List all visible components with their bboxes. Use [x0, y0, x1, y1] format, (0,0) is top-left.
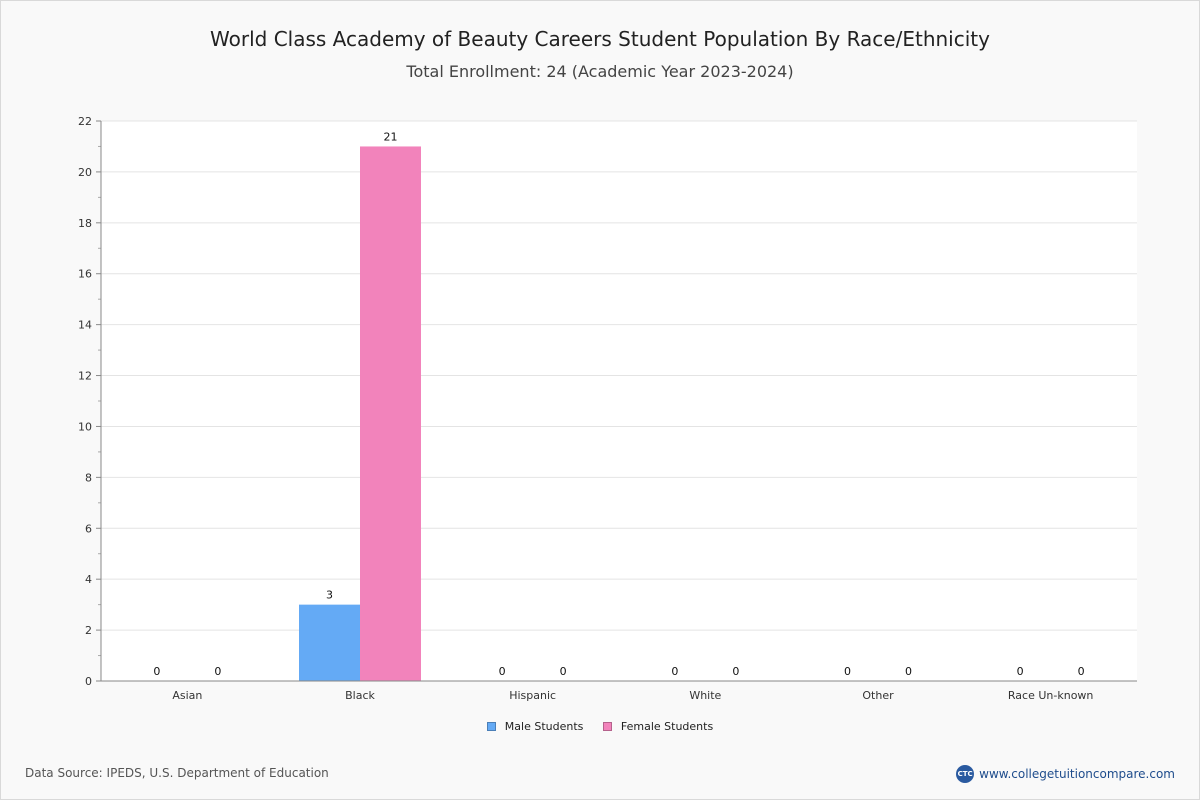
data-label: 0 [732, 665, 739, 678]
brand-link[interactable]: CTC www.collegetuitioncompare.com [956, 765, 1175, 783]
chart-subtitle: Total Enrollment: 24 (Academic Year 2023… [406, 62, 794, 81]
x-tick-label: Race Un-known [1008, 689, 1094, 702]
y-tick-label: 2 [85, 624, 92, 637]
data-label: 21 [384, 130, 398, 143]
legend-item-male: Male Students [486, 720, 584, 733]
y-tick-label: 0 [85, 675, 92, 688]
data-label: 0 [153, 665, 160, 678]
data-label: 0 [905, 665, 912, 678]
data-label: 0 [844, 665, 851, 678]
y-tick-label: 22 [78, 115, 92, 128]
legend-swatch-male [486, 722, 496, 731]
y-tick-label: 10 [78, 420, 92, 433]
y-tick-label: 6 [85, 522, 92, 535]
data-label: 0 [499, 665, 506, 678]
x-tick-label: Black [345, 689, 375, 702]
bar-male [299, 604, 360, 681]
data-label: 0 [671, 665, 678, 678]
data-label: 0 [1078, 665, 1085, 678]
data-label: 0 [214, 665, 221, 678]
legend-label-female: Female Students [620, 720, 714, 733]
y-tick-label: 4 [85, 573, 92, 586]
legend-label-male: Male Students [504, 720, 584, 733]
chart-title: World Class Academy of Beauty Careers St… [210, 27, 990, 51]
y-tick-label: 16 [78, 268, 92, 281]
chart-legend: Male Students Female Students [1, 720, 1199, 734]
y-tick-label: 8 [85, 471, 92, 484]
brand-url: www.collegetuitioncompare.com [979, 767, 1175, 781]
data-label: 0 [1017, 665, 1024, 678]
data-label: 3 [326, 589, 333, 602]
x-tick-label: Hispanic [509, 689, 556, 702]
data-label: 0 [560, 665, 567, 678]
plot-area [101, 121, 1137, 681]
legend-item-female: Female Students [602, 720, 714, 733]
data-source-note: Data Source: IPEDS, U.S. Department of E… [25, 766, 329, 780]
legend-swatch-female [602, 722, 612, 731]
bar-female [360, 146, 421, 682]
y-tick-label: 20 [78, 166, 92, 179]
x-tick-label: White [689, 689, 721, 702]
x-tick-label: Other [862, 689, 894, 702]
y-tick-label: 12 [78, 370, 92, 383]
y-tick-label: 18 [78, 217, 92, 230]
x-tick-label: Asian [172, 689, 202, 702]
y-tick-label: 14 [78, 319, 92, 332]
brand-logo-icon: CTC [956, 765, 975, 783]
